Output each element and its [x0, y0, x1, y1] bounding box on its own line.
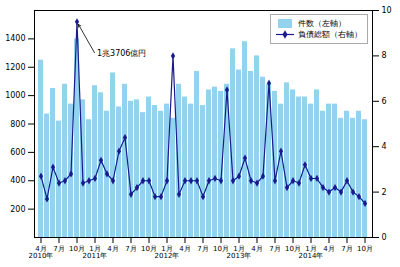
svg-text:1200: 1200: [5, 63, 25, 72]
svg-text:200: 200: [10, 205, 25, 214]
svg-text:1月2011年: 1月2011年: [83, 245, 108, 260]
svg-text:800: 800: [10, 120, 25, 129]
svg-text:600: 600: [10, 148, 25, 157]
svg-text:0: 0: [382, 233, 387, 242]
html-text:件数（左軸）: 件数（左軸）: [298, 19, 346, 28]
svg-text:400: 400: [10, 176, 25, 185]
svg-text:6: 6: [382, 97, 387, 106]
svg-text:7月: 7月: [341, 245, 352, 253]
svg-text:7月: 7月: [125, 245, 136, 253]
svg-text:10月: 10月: [69, 245, 85, 254]
html-text:負債総額（右軸）: 負債総額（右軸）: [298, 30, 362, 39]
svg-text:1000: 1000: [5, 91, 25, 100]
svg-text:7月: 7月: [53, 245, 64, 253]
svg-text:7月: 7月: [269, 245, 280, 253]
svg-text:4月: 4月: [179, 245, 190, 253]
svg-text:1月2012年: 1月2012年: [155, 245, 180, 260]
svg-text:10月: 10月: [285, 245, 301, 254]
svg-text:1400: 1400: [5, 34, 25, 43]
svg-text:4月: 4月: [251, 245, 262, 253]
svg-text:7月: 7月: [197, 245, 208, 253]
svg-text:10月: 10月: [213, 245, 229, 254]
svg-text:1月2014年: 1月2014年: [299, 245, 324, 260]
svg-text:10月: 10月: [141, 245, 157, 254]
svg-text:4: 4: [382, 142, 387, 151]
svg-text:8: 8: [382, 51, 387, 60]
svg-text:1月2013年: 1月2013年: [227, 245, 252, 260]
svg-text:1兆3706億円: 1兆3706億円: [97, 49, 146, 58]
svg-text:2: 2: [382, 188, 387, 197]
svg-text:10: 10: [382, 6, 392, 15]
svg-text:4月2010年: 4月2010年: [29, 245, 54, 260]
svg-text:4月: 4月: [107, 245, 118, 253]
svg-text:4月: 4月: [323, 245, 334, 253]
svg-text:10月: 10月: [357, 245, 373, 253]
